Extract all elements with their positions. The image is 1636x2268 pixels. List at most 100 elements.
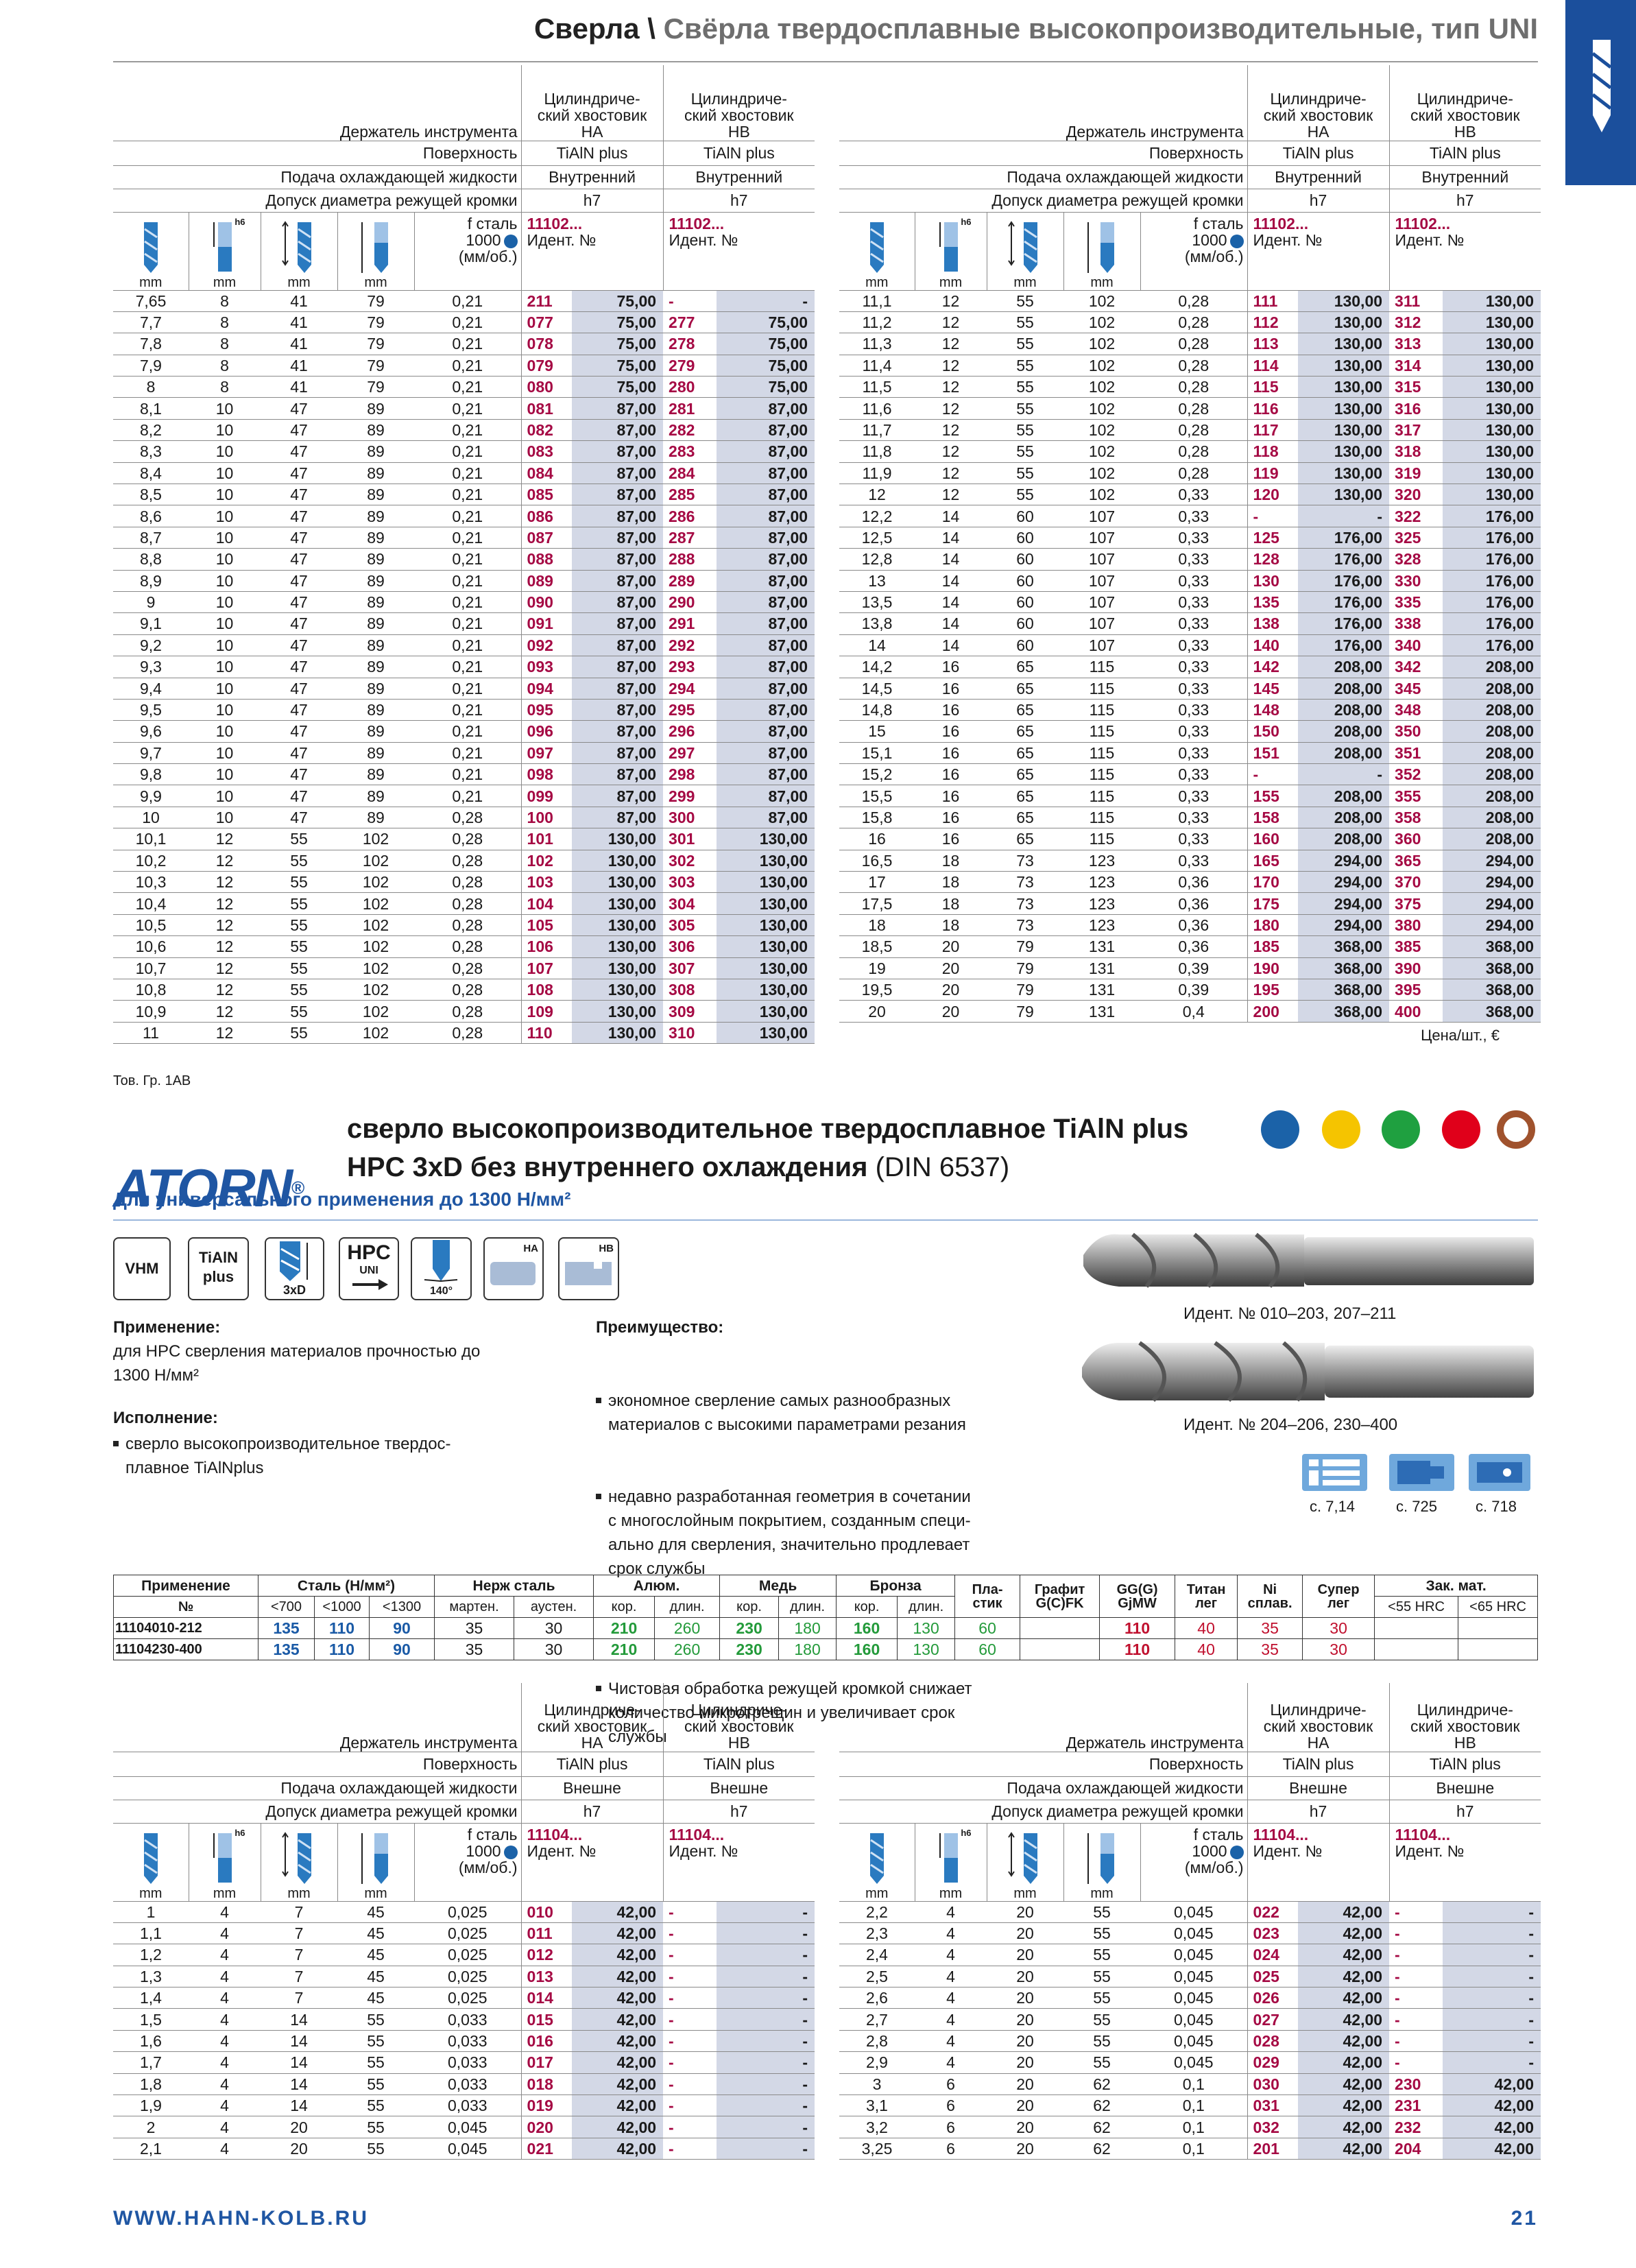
ident-number: 109	[521, 1000, 573, 1023]
cell: 18	[915, 914, 987, 937]
image-caption: Идент. № 204–206, 230–400	[1183, 1416, 1398, 1434]
data-row: 14,8 16 65 115 0,33 148 208,00 348 208,00	[839, 699, 1541, 721]
ident-prefix: 11102...	[1395, 214, 1451, 232]
price: 130,00	[1443, 333, 1541, 355]
tolerance-mark: h6	[961, 216, 972, 227]
header-value: Внутренний	[521, 165, 664, 189]
ident-number: 099	[521, 785, 573, 807]
price: 42,00	[572, 1944, 664, 1966]
cell: 0,21	[414, 376, 522, 398]
ident-number: 299	[663, 785, 717, 807]
cell: 0,33	[1140, 828, 1248, 850]
cell: 0,045	[414, 2116, 522, 2138]
cell: 12	[189, 871, 261, 894]
ident-number: 304	[663, 892, 717, 915]
ident-number: 160	[1247, 828, 1299, 850]
cell: 12	[189, 1000, 261, 1023]
data-row: 1,1 4 7 45 0,025 011 42,00- -	[113, 1922, 815, 1945]
cutting-value: 130	[897, 1617, 956, 1639]
data-row: 1,7 4 14 55 0,033 017 42,00- -	[113, 2051, 815, 2074]
cutting-value: 180	[778, 1617, 837, 1639]
ident-number: 305	[663, 914, 717, 937]
ident-number: 018	[521, 2073, 573, 2096]
cell: 0,28	[414, 914, 522, 937]
ident-number: 028	[1247, 2030, 1299, 2053]
price: 130,00	[717, 979, 815, 1001]
cell: 0,21	[414, 634, 522, 657]
header-value: h7	[1247, 1800, 1390, 1824]
cell: 8,1	[113, 397, 189, 420]
ident-number: 328	[1389, 548, 1443, 571]
cell: 115	[1063, 656, 1140, 678]
price: -	[717, 2116, 815, 2138]
ident-number: 211	[521, 290, 573, 312]
ident-number: 090	[521, 591, 573, 614]
ident-number: 013	[521, 1966, 573, 1988]
price: 130,00	[1443, 462, 1541, 485]
price: -	[717, 1922, 815, 1945]
cell: 12,5	[839, 527, 915, 549]
ident-number: 309	[663, 1000, 717, 1023]
cell: 115	[1063, 720, 1140, 743]
data-row: 10,7 12 55 102 0,28 107 130,00 307 130,00	[113, 957, 815, 980]
unit: mm	[213, 274, 237, 290]
cell: 89	[337, 591, 414, 614]
ident-number: 098	[521, 763, 573, 786]
feed-label: f сталь	[467, 214, 518, 232]
cell: 55	[987, 311, 1063, 334]
ident-number: 128	[1247, 548, 1299, 571]
cell: 0,033	[414, 2051, 522, 2074]
header-label: Допуск диаметра режущей кромки	[839, 1800, 1248, 1824]
ident-number: -	[1247, 763, 1299, 786]
ident-number: 094	[521, 678, 573, 700]
price: 87,00	[717, 505, 815, 527]
cell: 8,4	[113, 462, 189, 485]
ident-number: 142	[1247, 656, 1299, 678]
icon-box: h6 mm	[189, 213, 261, 290]
cell: 1,6	[113, 2030, 189, 2053]
feed-speed: 1000	[1144, 232, 1244, 248]
price: 42,00	[1298, 2051, 1390, 2074]
ident-number: 291	[663, 612, 717, 635]
cell: 115	[1063, 828, 1140, 850]
cell: 4	[915, 1987, 987, 2009]
cell: 20	[987, 2116, 1063, 2138]
ident-number: 322	[1389, 505, 1443, 527]
ident-number: -	[663, 2073, 717, 2096]
cell: 14	[261, 2030, 337, 2053]
ident-number: 340	[1389, 634, 1443, 657]
cell: 12	[915, 333, 987, 355]
ident-number: 015	[521, 2008, 573, 2031]
cell: 55	[261, 828, 337, 850]
price: 87,00	[717, 634, 815, 657]
price: 42,00	[1298, 2116, 1390, 2138]
cell: 107	[1063, 634, 1140, 657]
price: 87,00	[572, 656, 664, 678]
feed-unit: (мм/об.)	[1184, 247, 1244, 265]
cutting-value: 30	[514, 1617, 594, 1639]
data-row: 2,5 4 20 55 0,045 025 42,00- -	[839, 1966, 1541, 1988]
cell: 47	[261, 785, 337, 807]
ident-number: 016	[521, 2030, 573, 2053]
cell: 89	[337, 785, 414, 807]
cell: 4	[915, 1966, 987, 1988]
data-row: 1,8 4 14 55 0,033 018 42,00- -	[113, 2073, 815, 2096]
feed-unit: (мм/об.)	[458, 247, 518, 265]
ident-number: 084	[521, 462, 573, 485]
price: 87,00	[717, 440, 815, 463]
icon-text: VHM	[125, 1260, 159, 1277]
steel-dot	[503, 234, 518, 248]
ident-number: 316	[1389, 397, 1443, 420]
cell: 12	[839, 484, 915, 506]
section-heading: Применение:	[113, 1318, 221, 1337]
ident-number: 032	[1247, 2116, 1299, 2138]
price: 130,00	[572, 914, 664, 937]
ident-number: -	[1389, 1922, 1443, 1945]
data-row: 9,8 10 47 89 0,21 098 87,00 298 87,00	[113, 763, 815, 786]
price: 368,00	[1443, 1000, 1541, 1023]
cell: 14	[261, 2073, 337, 2096]
ident-number: 012	[521, 1944, 573, 1966]
ident-prefix: 11104...	[527, 1825, 583, 1843]
cell: 4	[915, 1944, 987, 1966]
cell: 0,025	[414, 1901, 522, 1923]
